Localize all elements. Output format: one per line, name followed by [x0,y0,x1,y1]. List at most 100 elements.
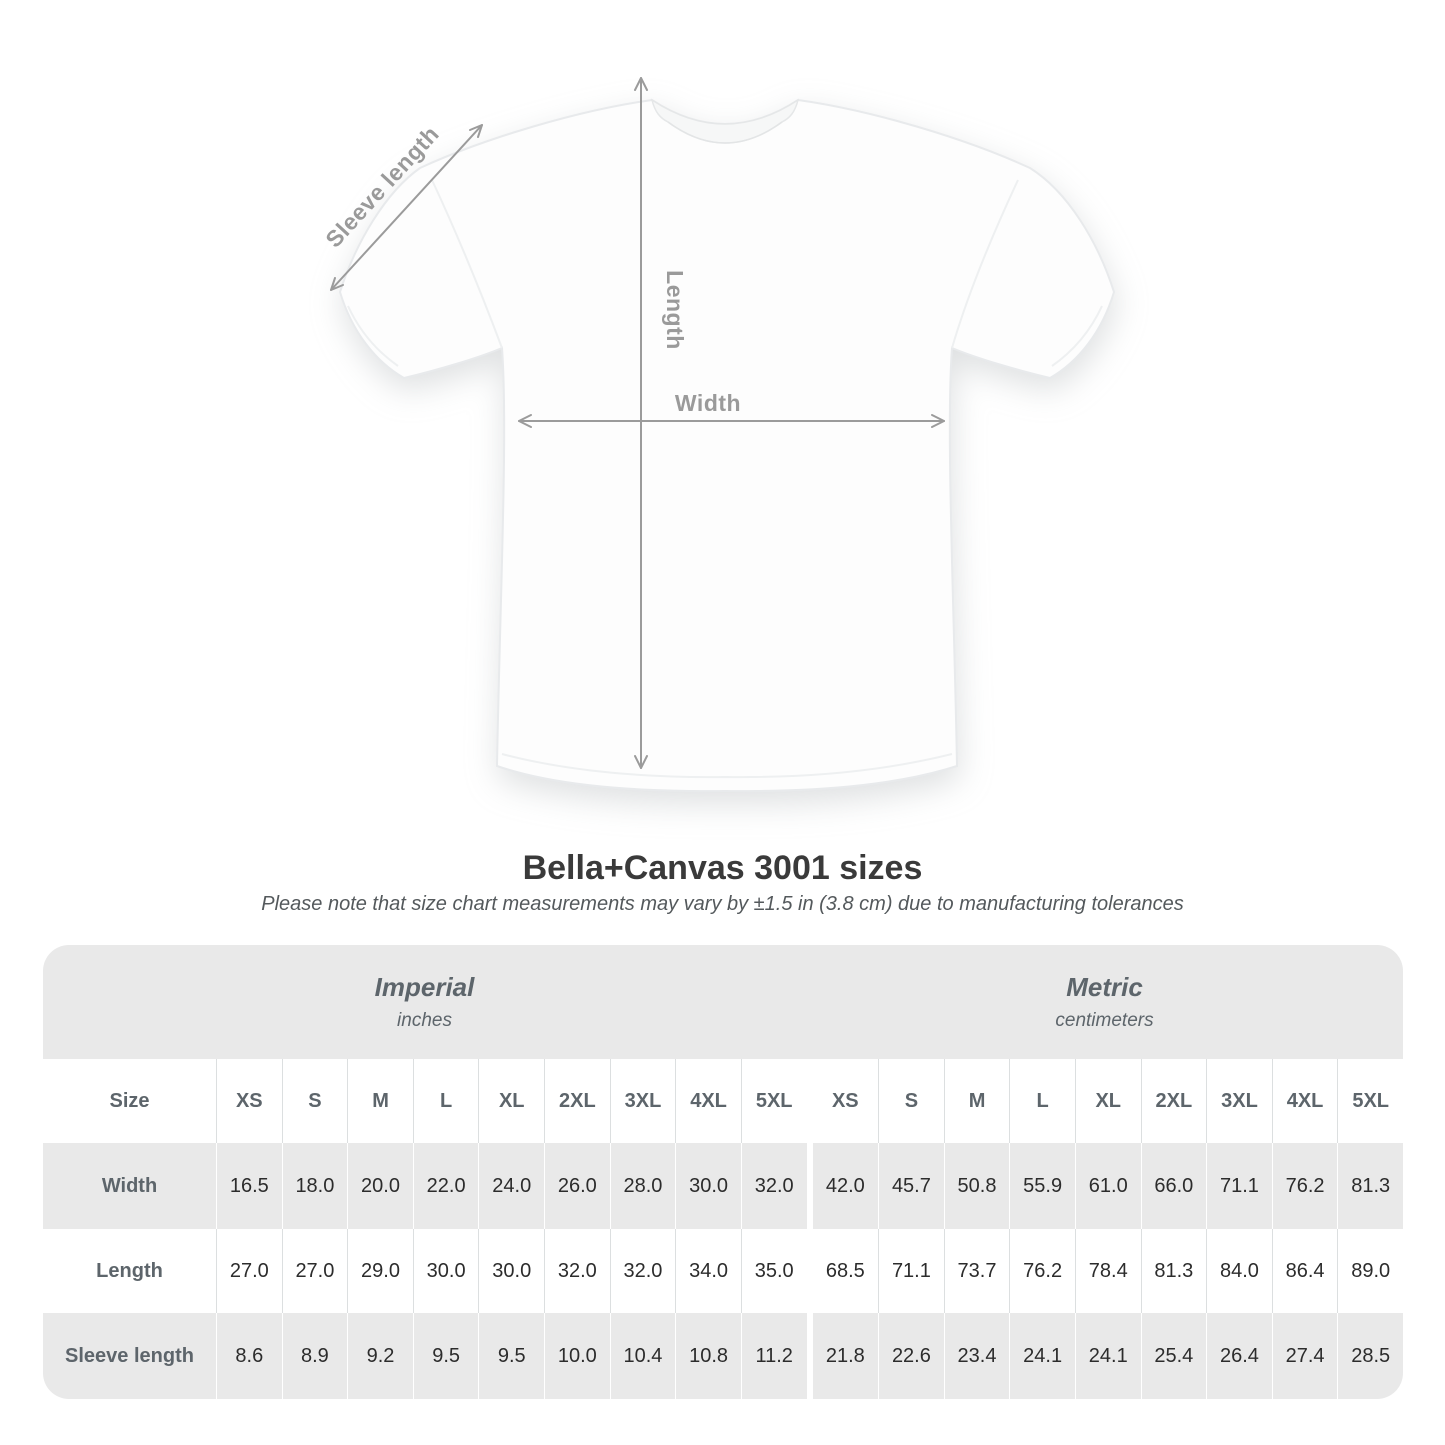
metric-value-cell: 78.4 [1074,1229,1141,1313]
width-measure-label: Width [675,390,741,416]
metric-value-cell: 86.4 [1271,1229,1338,1313]
imperial-value-cell: 35.0 [740,1229,807,1313]
imperial-value-cell: 9.2 [347,1313,413,1399]
length-arrow [634,77,648,769]
metric-value-cell: 21.8 [812,1313,879,1399]
metric-value-cell: 42.0 [812,1143,879,1229]
metric-value-cell: 71.1 [1206,1143,1272,1229]
row-label-cell: Sleeve length [43,1313,216,1399]
metric-size-header-cell: 4XL [1271,1059,1338,1143]
metric-size-header-cell: 2XL [1140,1059,1207,1143]
imperial-value-cell: 20.0 [347,1143,413,1229]
imperial-value-cell: 9.5 [412,1313,479,1399]
imperial-value-cell: 10.4 [609,1313,676,1399]
tshirt-right-cuff-stitch [1051,305,1103,367]
metric-value-cell: 24.1 [1009,1313,1075,1399]
tshirt-left-cuff-stitch [347,305,399,367]
imperial-size-header-cell: 4XL [675,1059,741,1143]
imperial-value-cell: 27.0 [281,1229,348,1313]
metric-unit-label: centimeters [1055,1010,1154,1031]
imperial-label: Imperial [374,972,475,1002]
metric-value-cell: 22.6 [878,1313,944,1399]
metric-value-cell: 23.4 [943,1313,1010,1399]
metric-value-cell: 73.7 [943,1229,1010,1313]
tshirt-collar-inner-seam [667,121,783,144]
tshirt-left-sleeve-seam [431,179,503,349]
group-divider [806,1059,813,1143]
imperial-unit-label: inches [397,1010,452,1031]
page-title: Bella+Canvas 3001 sizes [522,849,923,887]
imperial-value-cell: 9.5 [478,1313,545,1399]
tshirt-collar [650,98,800,144]
imperial-size-header-cell: XS [216,1059,282,1143]
metric-value-cell: 84.0 [1206,1229,1272,1313]
metric-value-cell: 24.1 [1074,1313,1141,1399]
imperial-value-cell: 27.0 [216,1229,282,1313]
metric-value-cell: 76.2 [1009,1229,1075,1313]
imperial-value-cell: 32.0 [740,1143,807,1229]
imperial-value-cell: 22.0 [412,1143,479,1229]
tshirt-right-sleeve-seam [951,179,1019,349]
metric-value-cell: 89.0 [1337,1229,1403,1313]
metric-size-header-cell: 5XL [1337,1059,1403,1143]
imperial-value-cell: 29.0 [347,1229,413,1313]
imperial-value-cell: 34.0 [675,1229,741,1313]
tolerance-note: Please note that size chart measurements… [261,893,1184,915]
imperial-value-cell: 30.0 [675,1143,741,1229]
imperial-size-header-cell: 3XL [609,1059,676,1143]
imperial-value-cell: 8.9 [281,1313,348,1399]
imperial-value-cell: 8.6 [216,1313,282,1399]
unit-header-band: Imperial inches Metric centimeters [43,945,1403,1059]
imperial-size-header-cell: 2XL [544,1059,610,1143]
metric-value-cell: 55.9 [1009,1143,1075,1229]
imperial-size-header-cell: M [347,1059,413,1143]
metric-size-header-cell: 3XL [1206,1059,1272,1143]
group-divider [806,1229,813,1313]
metric-size-header-cell: XS [812,1059,879,1143]
sleeve-length-arrow [330,124,483,291]
metric-value-cell: 81.3 [1140,1229,1207,1313]
metric-value-cell: 27.4 [1271,1313,1338,1399]
length-measure-label: Length [662,270,688,350]
group-divider [806,1143,813,1229]
imperial-size-header-cell: L [412,1059,479,1143]
tshirt-measurement-diagram: Width Length Sleeve length [320,77,1116,793]
metric-value-cell: 66.0 [1140,1143,1207,1229]
imperial-value-cell: 32.0 [609,1229,676,1313]
size-column-header: Size [43,1059,216,1143]
metric-size-header-cell: L [1009,1059,1075,1143]
metric-value-cell: 50.8 [943,1143,1010,1229]
imperial-size-header-cell: 5XL [740,1059,807,1143]
metric-size-header-cell: M [943,1059,1010,1143]
metric-label: Metric [1066,972,1143,1002]
imperial-value-cell: 16.5 [216,1143,282,1229]
row-label-cell: Width [43,1143,216,1229]
imperial-value-cell: 30.0 [478,1229,545,1313]
metric-size-header-cell: S [878,1059,944,1143]
metric-size-header-cell: XL [1074,1059,1141,1143]
tshirt-illustration [338,98,1116,793]
size-chart-table: Imperial inches Metric centimeters Size X… [43,945,1403,1399]
imperial-header-group: Imperial inches [43,945,806,1059]
imperial-size-header-cell: XL [478,1059,545,1143]
size-grid: Size XS S M L XL 2XL 3XL 4XL 5XL XS S M L XL 2XL 3XL 4XL 5… [43,1059,1403,1399]
row-label-cell: Length [43,1229,216,1313]
metric-value-cell: 25.4 [1140,1313,1207,1399]
imperial-value-cell: 28.0 [609,1143,676,1229]
metric-value-cell: 76.2 [1271,1143,1338,1229]
metric-value-cell: 45.7 [878,1143,944,1229]
imperial-value-cell: 24.0 [478,1143,545,1229]
imperial-value-cell: 18.0 [281,1143,348,1229]
width-arrow [518,414,945,428]
metric-value-cell: 26.4 [1206,1313,1272,1399]
tshirt-body-outline [338,98,1116,793]
imperial-size-header-cell: S [281,1059,348,1143]
imperial-value-cell: 10.0 [544,1313,610,1399]
metric-value-cell: 68.5 [812,1229,879,1313]
metric-value-cell: 28.5 [1337,1313,1403,1399]
imperial-value-cell: 30.0 [412,1229,479,1313]
metric-value-cell: 61.0 [1074,1143,1141,1229]
metric-value-cell: 71.1 [878,1229,944,1313]
imperial-value-cell: 32.0 [544,1229,610,1313]
group-divider [806,1313,813,1399]
